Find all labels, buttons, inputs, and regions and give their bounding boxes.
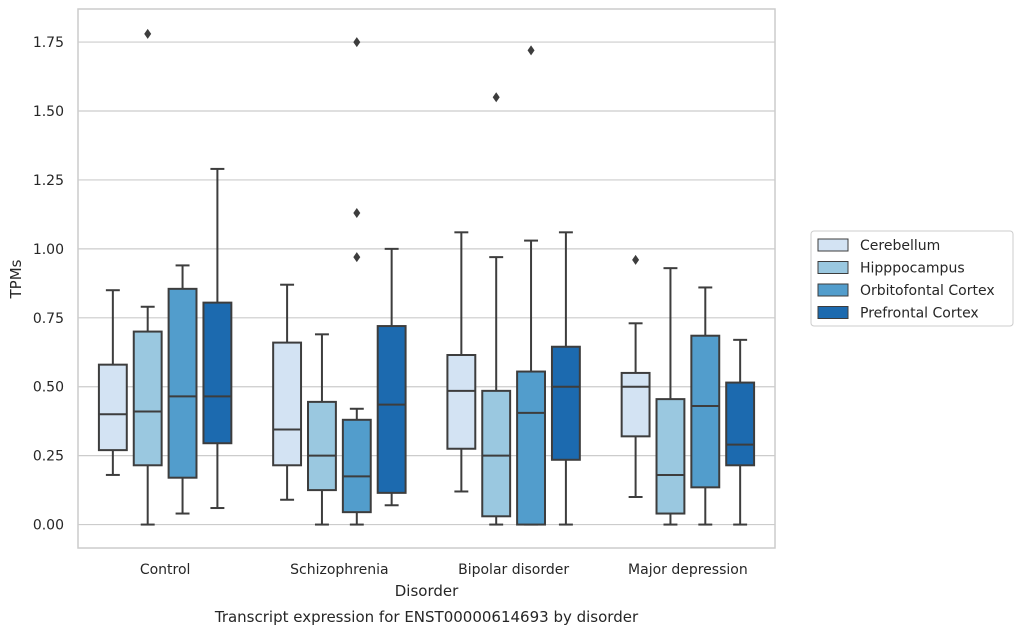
x-tick-labels: Control Schizophrenia Bipolar disorder Majo… — [140, 562, 748, 578]
iqr-box — [376, 325, 407, 494]
legend: Cerebellum Hipppocampus Orbitofontal Corte… — [810, 230, 1014, 327]
iqr-box — [167, 287, 198, 479]
outlier-point — [632, 254, 640, 265]
legend-frame — [810, 230, 1014, 327]
iqr-box — [202, 301, 233, 445]
x-tick-label: Schizophrenia — [290, 562, 388, 578]
y-tick-label: 0.75 — [33, 311, 64, 327]
iqr-box — [272, 341, 303, 467]
box-prefrontal-cortex — [202, 167, 233, 510]
legend-label: Orbitofontal Cortex — [860, 283, 995, 299]
y-tick-label: 1.25 — [33, 173, 64, 189]
x-tick-label: Control — [140, 562, 191, 578]
iqr-box — [307, 400, 337, 492]
box-orbitofontal-cortex — [167, 264, 198, 515]
box-hipppocampus — [655, 267, 686, 526]
y-axis-title: TPMs — [7, 259, 25, 299]
iqr-box — [690, 334, 721, 489]
iqr-box — [620, 371, 651, 438]
y-tick-label: 0.00 — [33, 518, 64, 534]
y-tick-label: 0.50 — [33, 380, 64, 396]
x-axis-title: Disorder — [395, 582, 459, 600]
iqr-box — [655, 398, 686, 515]
outlier-point — [527, 45, 535, 56]
box-orbitofontal-cortex — [516, 45, 546, 526]
legend-label: Cerebellum — [860, 238, 940, 254]
iqr-box — [132, 330, 163, 467]
iqr-box — [481, 389, 512, 518]
y-tick-labels: 0.00 0.25 0.50 0.75 1.00 1.25 1.50 1.75 — [33, 35, 64, 533]
legend-label: Prefrontal Cortex — [860, 306, 979, 322]
y-tick-label: 1.75 — [33, 35, 64, 51]
legend-label: Hipppocampus — [860, 261, 965, 277]
box-cerebellum — [272, 283, 303, 501]
chart-caption: Transcript expression for ENST0000061469… — [214, 608, 639, 626]
box-prefrontal-cortex — [550, 231, 581, 526]
iqr-box — [446, 354, 477, 450]
box-orbitofontal-cortex — [341, 37, 372, 526]
legend-swatch — [817, 261, 849, 274]
y-tick-label: 1.00 — [33, 242, 64, 258]
outlier-point — [492, 92, 500, 103]
iqr-box — [341, 418, 372, 514]
outlier-point — [353, 252, 361, 263]
legend-swatch — [817, 306, 849, 319]
plot-frame — [77, 8, 776, 549]
iqr-box — [550, 345, 581, 461]
box-hipppocampus — [307, 333, 337, 526]
iqr-box — [516, 370, 546, 526]
box-cerebellum — [97, 289, 128, 476]
box-cerebellum — [620, 254, 651, 498]
iqr-box — [97, 363, 128, 452]
legend-swatch — [817, 283, 849, 297]
outlier-point — [353, 208, 361, 219]
box-prefrontal-cortex — [725, 338, 756, 526]
x-tick-label: Major depression — [628, 562, 748, 578]
iqr-box — [725, 381, 756, 467]
box-orbitofontal-cortex — [690, 286, 721, 526]
y-tick-label: 1.50 — [33, 104, 64, 120]
box-layer — [97, 28, 756, 526]
box-cerebellum — [446, 231, 477, 493]
y-tick-label: 0.25 — [33, 449, 64, 465]
outlier-point — [144, 28, 152, 39]
box-hipppocampus — [481, 92, 512, 526]
outlier-point — [353, 37, 361, 48]
box-prefrontal-cortex — [376, 247, 407, 507]
box-hipppocampus — [132, 28, 163, 526]
legend-swatch — [817, 238, 849, 252]
x-tick-label: Bipolar disorder — [458, 562, 569, 578]
